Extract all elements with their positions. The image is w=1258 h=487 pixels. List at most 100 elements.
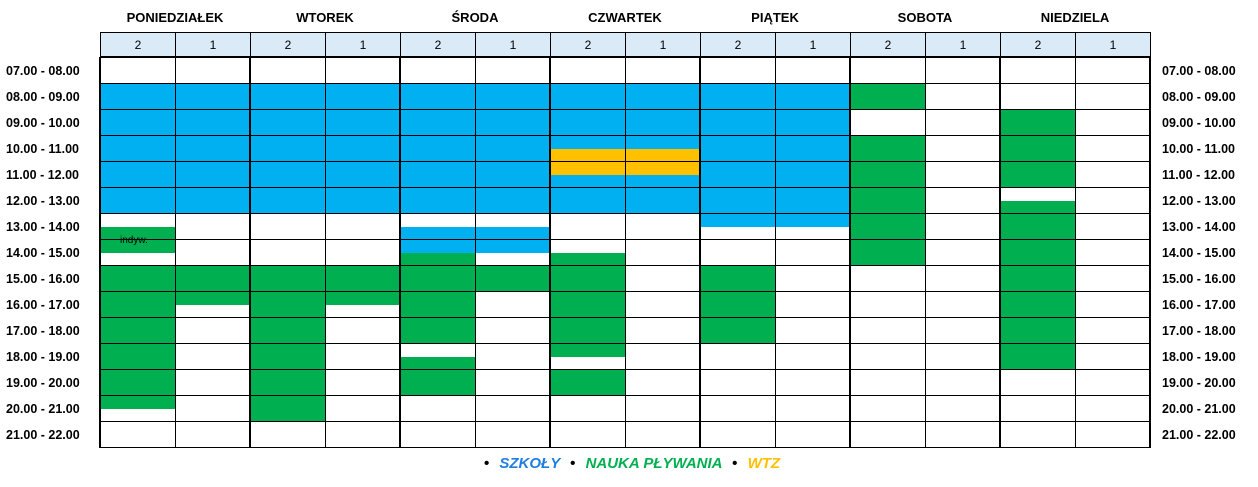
grid-vline <box>1075 57 1076 448</box>
time-label-right: 21.00 - 22.00 <box>1162 428 1236 442</box>
time-label-right: 14.00 - 15.00 <box>1162 246 1236 260</box>
booking-swim <box>325 266 400 305</box>
time-label-right: 11.00 - 12.00 <box>1162 168 1235 182</box>
court-header: 1 <box>925 32 1001 57</box>
booking-swim <box>1000 110 1075 188</box>
booking-swim <box>400 357 475 396</box>
time-label-right: 08.00 - 09.00 <box>1162 90 1236 104</box>
booking-school <box>325 84 400 214</box>
booking-school <box>625 136 700 149</box>
time-label-right: 12.00 - 13.00 <box>1162 194 1236 208</box>
time-label-right: 09.00 - 10.00 <box>1162 116 1236 130</box>
court-header: 2 <box>250 32 326 57</box>
court-header: 2 <box>850 32 926 57</box>
booking-school <box>475 227 550 253</box>
grid-vline <box>999 57 1001 448</box>
day-header: PIĄTEK <box>751 10 799 25</box>
booking-school <box>550 175 625 214</box>
grid-vline <box>175 57 176 448</box>
booking-school <box>100 84 175 214</box>
booking-swim <box>175 266 250 305</box>
court-header: 2 <box>700 32 776 57</box>
grid-vline <box>925 57 926 448</box>
booking-school <box>475 84 550 214</box>
time-label-left: 20.00 - 21.00 <box>6 402 80 416</box>
time-label-left: 21.00 - 22.00 <box>6 428 80 442</box>
time-label-left: 18.00 - 19.00 <box>6 350 80 364</box>
booking-school <box>625 175 700 214</box>
time-label-right: 18.00 - 19.00 <box>1162 350 1236 364</box>
court-header: 1 <box>175 32 251 57</box>
court-header: 2 <box>100 32 176 57</box>
court-header: 1 <box>1075 32 1151 57</box>
time-label-right: 07.00 - 08.00 <box>1162 64 1236 78</box>
court-header: 1 <box>325 32 401 57</box>
time-label-left: 17.00 - 18.00 <box>6 324 80 338</box>
court-header: 1 <box>475 32 551 57</box>
day-header: CZWARTEK <box>588 10 662 25</box>
time-label-right: 13.00 - 14.00 <box>1162 220 1236 234</box>
time-label-left: 09.00 - 10.00 <box>6 116 80 130</box>
legend-wtz-label: WTZ <box>747 455 781 472</box>
court-header: 2 <box>400 32 476 57</box>
time-label-left: 07.00 - 08.00 <box>6 64 80 78</box>
time-label-left: 11.00 - 12.00 <box>6 168 79 182</box>
booking-school <box>550 84 625 136</box>
time-label-left: 10.00 - 11.00 <box>6 142 79 156</box>
court-header: 2 <box>550 32 626 57</box>
booking-swim <box>475 266 550 292</box>
legend-bullet: • <box>732 455 738 472</box>
day-header: ŚRODA <box>451 10 499 25</box>
time-label-right: 15.00 - 16.00 <box>1162 272 1236 286</box>
time-label-right: 16.00 - 17.00 <box>1162 298 1236 312</box>
time-label-right: 20.00 - 21.00 <box>1162 402 1236 416</box>
day-header: WTOREK <box>296 10 354 25</box>
booking-wtz <box>550 149 625 175</box>
booking-swim <box>100 266 175 409</box>
booking-swim <box>1000 201 1075 370</box>
time-label-left: 13.00 - 14.00 <box>6 220 80 234</box>
booking-swim <box>850 136 925 266</box>
booking-school <box>700 84 775 227</box>
grid-vline <box>625 57 626 448</box>
grid-vline <box>399 57 401 448</box>
time-label-left: 19.00 - 20.00 <box>6 376 80 390</box>
grid-vline <box>249 57 251 448</box>
grid-vline <box>849 57 851 448</box>
booking-school <box>400 84 475 214</box>
booking-wtz <box>625 149 700 175</box>
booking-swim <box>550 253 625 357</box>
time-label-left: 14.00 - 15.00 <box>6 246 80 260</box>
time-label-left: 16.00 - 17.00 <box>6 298 80 312</box>
booking-school <box>175 84 250 214</box>
booking-swim <box>400 253 475 344</box>
grid-vline <box>549 57 551 448</box>
court-header: 1 <box>775 32 851 57</box>
grid-vline <box>1149 57 1151 448</box>
booking-swim <box>250 266 325 422</box>
time-label-left: 12.00 - 13.00 <box>6 194 80 208</box>
booking-school <box>400 227 475 253</box>
booking-note: indyw. <box>120 235 148 246</box>
day-header: SOBOTA <box>897 10 953 25</box>
time-label-right: 10.00 - 11.00 <box>1162 142 1235 156</box>
booking-school <box>550 136 625 149</box>
day-header: NIEDZIELA <box>1040 10 1110 25</box>
booking-school <box>775 84 850 227</box>
grid-vline <box>699 57 701 448</box>
booking-school <box>625 84 700 136</box>
time-label-right: 19.00 - 20.00 <box>1162 376 1236 390</box>
booking-swim <box>850 84 925 110</box>
legend-school-label: SZKOŁY <box>499 455 560 472</box>
grid-vline <box>325 57 326 448</box>
booking-swim <box>100 227 175 253</box>
time-label-right: 17.00 - 18.00 <box>1162 324 1236 338</box>
legend-swim-label: NAUKA PŁYWANIA <box>585 455 722 472</box>
time-label-left: 15.00 - 16.00 <box>6 272 80 286</box>
legend-bullet: • <box>483 455 490 472</box>
booking-swim <box>700 266 775 344</box>
booking-swim <box>550 370 625 396</box>
grid-vline <box>775 57 776 448</box>
day-header: PONIEDZIAŁEK <box>126 10 224 25</box>
